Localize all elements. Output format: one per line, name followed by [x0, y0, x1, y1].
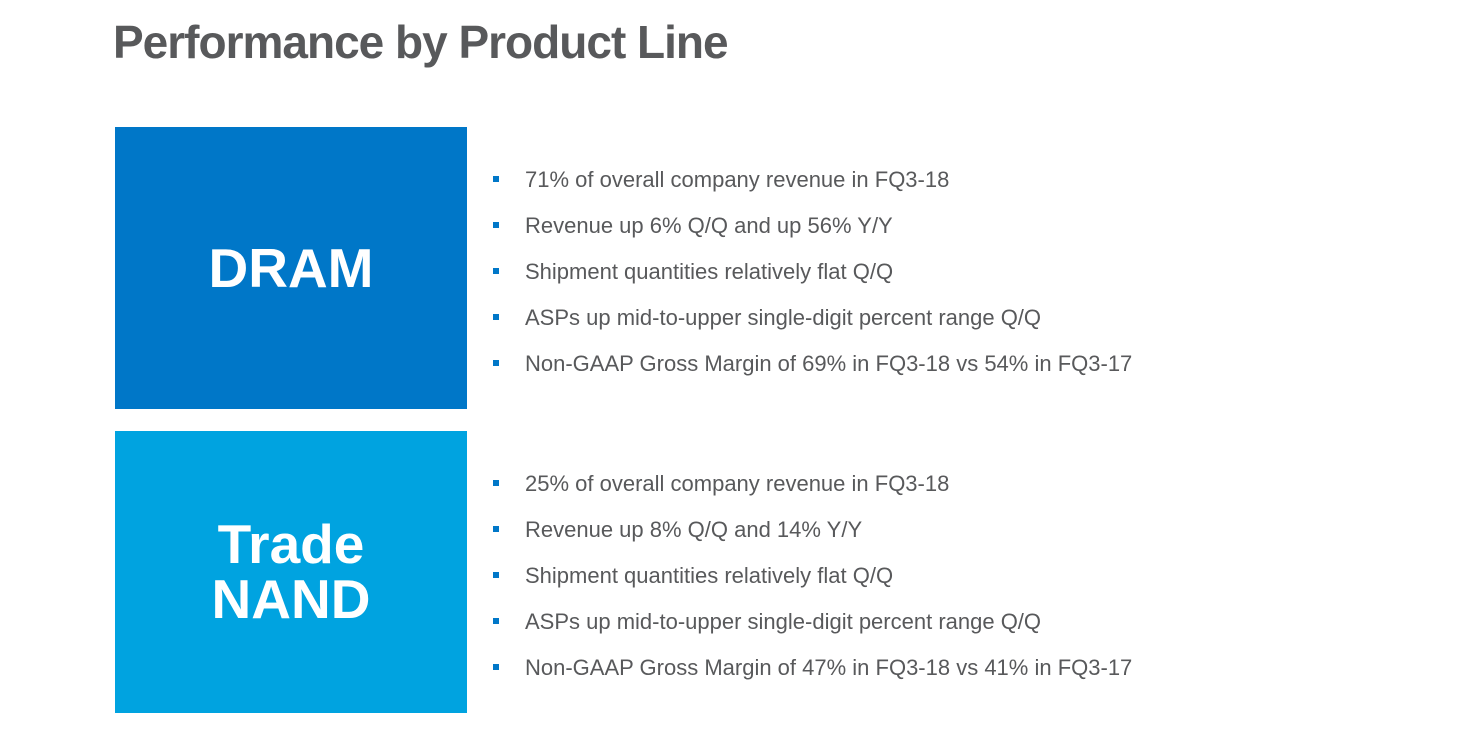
- square-bullet-icon: [493, 480, 499, 486]
- bullet-text: Shipment quantities relatively flat Q/Q: [525, 563, 894, 588]
- square-bullet-icon: [493, 664, 499, 670]
- dram-label: DRAM: [208, 236, 374, 299]
- bullet-text: Non-GAAP Gross Margin of 69% in FQ3-18 v…: [525, 351, 1133, 376]
- square-bullet-icon: [493, 268, 499, 274]
- square-bullet-icon: [493, 526, 499, 532]
- dram-bullet-item: Revenue up 6% Q/Q and up 56% Y/Y: [490, 203, 1132, 249]
- bullet-text: Revenue up 6% Q/Q and up 56% Y/Y: [525, 213, 893, 238]
- trade-nand-bullet-item: Revenue up 8% Q/Q and 14% Y/Y: [490, 507, 1132, 553]
- dram-bullet-list: 71% of overall company revenue in FQ3-18…: [490, 157, 1132, 387]
- square-bullet-icon: [493, 314, 499, 320]
- square-bullet-icon: [493, 222, 499, 228]
- square-bullet-icon: [493, 176, 499, 182]
- bullet-text: Shipment quantities relatively flat Q/Q: [525, 259, 894, 284]
- dram-label-box: DRAM: [115, 127, 467, 409]
- trade-nand-bullet-list: 25% of overall company revenue in FQ3-18…: [490, 461, 1132, 691]
- dram-bullet-item: Shipment quantities relatively flat Q/Q: [490, 249, 1132, 295]
- trade-nand-bullet-item: 25% of overall company revenue in FQ3-18: [490, 461, 1132, 507]
- trade-nand-bullet-item: Shipment quantities relatively flat Q/Q: [490, 553, 1132, 599]
- trade-nand-label-line-2: NAND: [211, 568, 371, 630]
- trade-nand-label-box: Trade NAND: [115, 431, 467, 713]
- page-title: Performance by Product Line: [113, 16, 729, 68]
- square-bullet-icon: [493, 572, 499, 578]
- square-bullet-icon: [493, 618, 499, 624]
- bullet-text: Revenue up 8% Q/Q and 14% Y/Y: [525, 517, 863, 542]
- bullet-text: ASPs up mid-to-upper single-digit percen…: [525, 305, 1042, 330]
- dram-bullet-item: 71% of overall company revenue in FQ3-18: [490, 157, 1132, 203]
- square-bullet-icon: [493, 360, 499, 366]
- trade-nand-bullet-item: Non-GAAP Gross Margin of 47% in FQ3-18 v…: [490, 645, 1132, 691]
- bullet-text: 25% of overall company revenue in FQ3-18: [525, 471, 950, 496]
- dram-bullet-item: ASPs up mid-to-upper single-digit percen…: [490, 295, 1132, 341]
- dram-bullet-item: Non-GAAP Gross Margin of 69% in FQ3-18 v…: [490, 341, 1132, 387]
- bullet-text: Non-GAAP Gross Margin of 47% in FQ3-18 v…: [525, 655, 1133, 680]
- bullet-text: ASPs up mid-to-upper single-digit percen…: [525, 609, 1042, 634]
- trade-nand-bullet-item: ASPs up mid-to-upper single-digit percen…: [490, 599, 1132, 645]
- trade-nand-label-line-1: Trade: [217, 513, 365, 575]
- bullet-text: 71% of overall company revenue in FQ3-18: [525, 167, 950, 192]
